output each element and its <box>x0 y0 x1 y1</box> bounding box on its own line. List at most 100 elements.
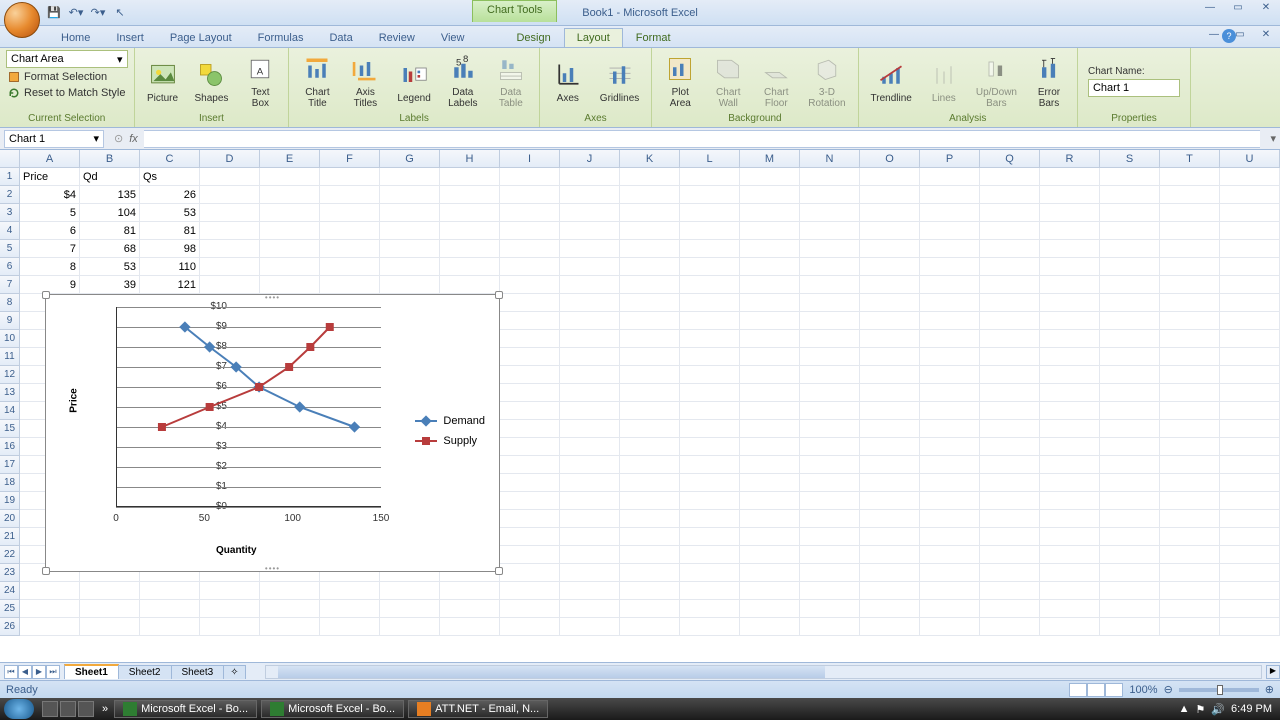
cell[interactable] <box>440 168 500 186</box>
cell[interactable] <box>320 240 380 258</box>
tab-design[interactable]: Design <box>503 28 563 47</box>
cell[interactable] <box>560 168 620 186</box>
cell[interactable] <box>620 168 680 186</box>
row-header[interactable]: 23 <box>0 564 20 582</box>
tab-layout[interactable]: Layout <box>564 28 623 47</box>
cell[interactable] <box>980 492 1040 510</box>
cell[interactable] <box>920 384 980 402</box>
cell[interactable] <box>620 510 680 528</box>
cell[interactable] <box>620 348 680 366</box>
taskbar-item-excel[interactable]: Microsoft Excel - Bo... <box>114 700 257 718</box>
cell[interactable] <box>800 348 860 366</box>
cell[interactable] <box>800 366 860 384</box>
cell[interactable] <box>320 186 380 204</box>
cell[interactable] <box>860 510 920 528</box>
cell[interactable]: 104 <box>80 204 140 222</box>
zoom-level[interactable]: 100% <box>1129 684 1157 696</box>
row-header[interactable]: 12 <box>0 366 20 384</box>
cell[interactable] <box>1160 510 1220 528</box>
row-header[interactable]: 14 <box>0 402 20 420</box>
cell[interactable] <box>500 456 560 474</box>
cell[interactable] <box>740 366 800 384</box>
cell[interactable] <box>80 618 140 636</box>
cell[interactable] <box>1100 582 1160 600</box>
cell[interactable] <box>1160 474 1220 492</box>
cell[interactable] <box>200 168 260 186</box>
cell[interactable] <box>620 240 680 258</box>
chart-legend[interactable]: DemandSupply <box>415 415 485 455</box>
cell[interactable]: Qd <box>80 168 140 186</box>
redo-icon[interactable]: ↷▾ <box>90 5 106 21</box>
cell[interactable] <box>1100 546 1160 564</box>
cell[interactable] <box>260 204 320 222</box>
cell[interactable] <box>980 420 1040 438</box>
cell[interactable] <box>800 240 860 258</box>
cell[interactable] <box>800 492 860 510</box>
cell[interactable] <box>860 402 920 420</box>
doc-minimize-button[interactable]: — <box>1204 29 1224 43</box>
cell[interactable] <box>680 456 740 474</box>
cell[interactable] <box>680 510 740 528</box>
cell[interactable] <box>1220 222 1280 240</box>
cell[interactable] <box>500 330 560 348</box>
cell[interactable] <box>620 420 680 438</box>
cell[interactable] <box>200 600 260 618</box>
cell[interactable] <box>740 546 800 564</box>
cell[interactable] <box>320 582 380 600</box>
cell[interactable] <box>740 600 800 618</box>
cell[interactable] <box>1220 276 1280 294</box>
column-header[interactable]: A <box>20 150 80 167</box>
cell[interactable] <box>1160 456 1220 474</box>
cell[interactable] <box>200 276 260 294</box>
cell[interactable] <box>920 258 980 276</box>
system-tray[interactable]: ▲ ⚑ 🔊 6:49 PM <box>1171 703 1280 716</box>
cell[interactable] <box>1100 438 1160 456</box>
cell[interactable] <box>1100 474 1160 492</box>
cell[interactable]: 6 <box>20 222 80 240</box>
cell[interactable] <box>800 546 860 564</box>
pinned-app-icon[interactable] <box>42 701 58 717</box>
cell[interactable] <box>800 330 860 348</box>
cell[interactable] <box>500 168 560 186</box>
cell[interactable] <box>1100 294 1160 312</box>
cell[interactable] <box>920 510 980 528</box>
cell[interactable] <box>380 204 440 222</box>
cell[interactable] <box>920 168 980 186</box>
cell[interactable] <box>560 384 620 402</box>
cell[interactable] <box>560 402 620 420</box>
cell[interactable] <box>740 474 800 492</box>
tab-insert[interactable]: Insert <box>103 28 157 47</box>
cell[interactable] <box>560 186 620 204</box>
cell[interactable] <box>860 564 920 582</box>
data-marker[interactable] <box>306 343 314 351</box>
cell[interactable] <box>1100 618 1160 636</box>
column-header[interactable]: R <box>1040 150 1100 167</box>
cell[interactable] <box>860 258 920 276</box>
row-header[interactable]: 15 <box>0 420 20 438</box>
cell[interactable] <box>500 528 560 546</box>
cell[interactable] <box>680 618 740 636</box>
cell[interactable] <box>980 294 1040 312</box>
column-header[interactable]: I <box>500 150 560 167</box>
cell[interactable] <box>620 528 680 546</box>
cell[interactable] <box>620 294 680 312</box>
cell[interactable] <box>380 240 440 258</box>
cell[interactable] <box>620 492 680 510</box>
cell[interactable] <box>560 492 620 510</box>
cell[interactable] <box>980 384 1040 402</box>
cell[interactable] <box>740 204 800 222</box>
cell[interactable] <box>380 258 440 276</box>
series-line[interactable] <box>185 327 355 427</box>
cell[interactable] <box>800 276 860 294</box>
cell[interactable] <box>500 276 560 294</box>
cell[interactable] <box>20 618 80 636</box>
expand-formula-icon[interactable]: ▾ <box>1266 132 1280 145</box>
cell[interactable] <box>740 294 800 312</box>
cell[interactable] <box>800 222 860 240</box>
cell[interactable] <box>1160 204 1220 222</box>
row-header[interactable]: 16 <box>0 438 20 456</box>
cell[interactable] <box>740 258 800 276</box>
cell[interactable] <box>1160 384 1220 402</box>
chart-handle-dots[interactable]: •••• <box>265 564 280 573</box>
cell[interactable] <box>680 402 740 420</box>
